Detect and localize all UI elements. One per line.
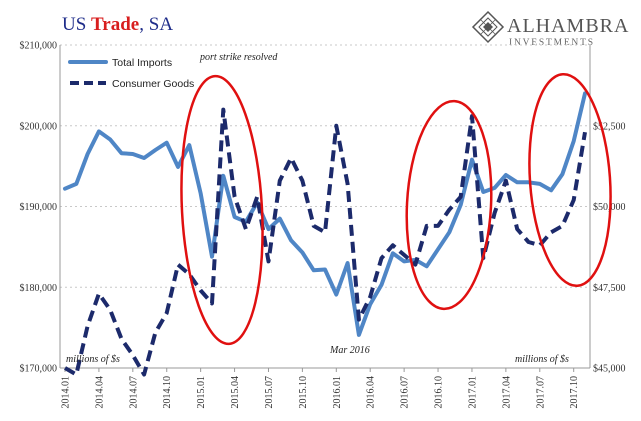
x-tick-label: 2017.04 xyxy=(501,376,512,409)
alhambra-logo-icon xyxy=(471,10,505,44)
left-tick-label: $210,000 xyxy=(20,41,58,52)
left-tick-label: $200,000 xyxy=(20,121,58,132)
x-tick-label: 2014.01 xyxy=(61,376,72,409)
series-line-consumer-goods xyxy=(64,107,587,377)
x-tick-label: 2015.01 xyxy=(196,376,207,409)
series xyxy=(63,91,587,377)
right-tick-label: $45,000 xyxy=(593,364,626,375)
right-tick-label: $52,500 xyxy=(593,121,626,132)
left-tick-label: $190,000 xyxy=(20,202,58,213)
x-tick-label: 2014.10 xyxy=(162,376,173,409)
left-axis-ticks: $170,000 $180,000 $190,000 $200,000 $210,000 xyxy=(20,41,58,375)
x-tick-label: 2017.01 xyxy=(467,376,478,409)
x-tick-label: 2015.04 xyxy=(230,376,241,409)
series-line-total-imports xyxy=(63,91,587,337)
x-tick-label: 2014.04 xyxy=(94,376,105,409)
legend-label-consumer-goods: Consumer Goods xyxy=(112,78,194,90)
annotation-units-left: millions of $s xyxy=(66,354,120,365)
highlight-ellipses xyxy=(180,72,612,346)
highlight-ellipse-2017 xyxy=(528,72,612,288)
annotation-port-strike: port strike resolved xyxy=(199,52,278,63)
gridlines xyxy=(60,44,590,288)
legend: Total Imports Consumer Goods xyxy=(68,57,194,90)
x-tick-label: 2016.10 xyxy=(434,376,445,409)
x-tick-label: 2014.07 xyxy=(128,376,139,409)
left-tick-label: $180,000 xyxy=(20,283,58,294)
x-axis-ticks: 2014.01 2014.04 2014.07 2014.10 2015.01 2015.… xyxy=(61,368,580,409)
x-tick-label: 2016.01 xyxy=(332,376,343,409)
highlight-ellipse-2015 xyxy=(180,74,264,346)
logo-name: ALHAMBRA xyxy=(507,15,629,37)
logo-subtitle: INVESTMENTS xyxy=(509,38,595,48)
chart-title: US Trade, SA xyxy=(62,14,173,35)
right-tick-label: $47,500 xyxy=(593,283,626,294)
x-tick-label: 2016.07 xyxy=(400,376,411,409)
annotation-mar-2016: Mar 2016 xyxy=(329,345,370,356)
annotation-units-right: millions of $s xyxy=(515,354,569,365)
x-tick-label: 2016.04 xyxy=(366,376,377,409)
left-tick-label: $170,000 xyxy=(20,364,58,375)
highlight-ellipse-2016 xyxy=(405,99,493,311)
x-tick-label: 2017.10 xyxy=(569,376,580,409)
x-tick-label: 2015.10 xyxy=(298,376,309,409)
x-tick-label: 2017.07 xyxy=(535,376,546,409)
x-tick-label: 2015.07 xyxy=(264,376,275,409)
legend-label-total-imports: Total Imports xyxy=(112,57,172,69)
